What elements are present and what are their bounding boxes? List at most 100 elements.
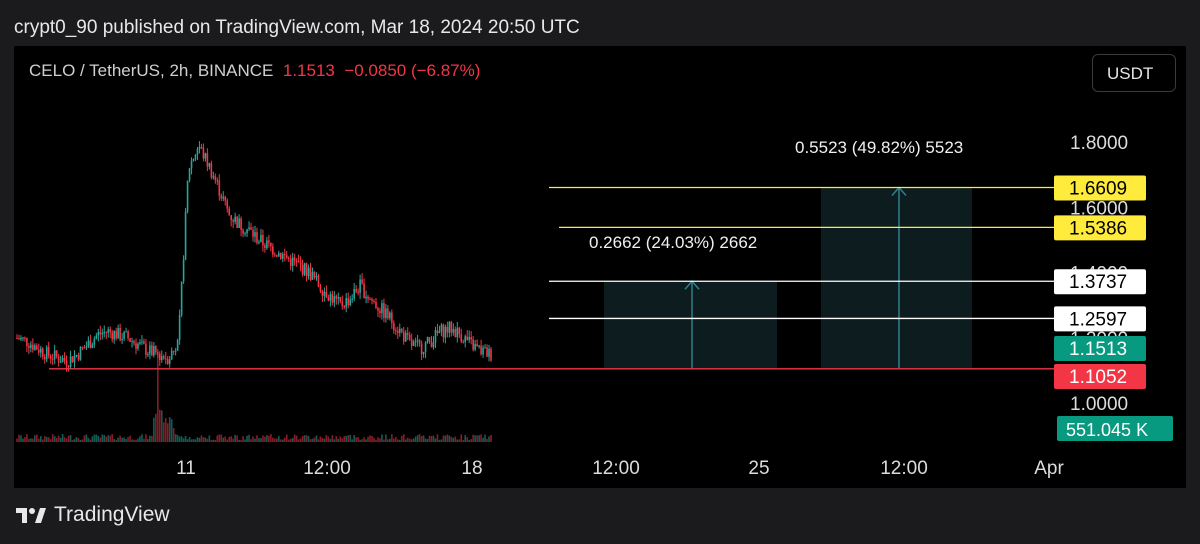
volume-bar: [323, 438, 326, 442]
volume-bar: [432, 435, 435, 442]
price-level-tag-bg: [1054, 306, 1146, 332]
candle-body: [135, 343, 137, 349]
candle-body: [393, 322, 395, 331]
candle-body: [41, 348, 44, 357]
candle-body: [129, 338, 131, 342]
volume-bar: [329, 438, 332, 442]
candle-body: [65, 360, 68, 366]
candle-body: [285, 255, 288, 258]
volume-bar: [168, 417, 171, 442]
volume-bar: [363, 437, 365, 442]
volume-bar: [327, 436, 330, 442]
price-level-tag-bg: [1054, 215, 1146, 241]
volume-bar: [341, 438, 344, 442]
candle-body: [79, 347, 82, 360]
volume-bar: [418, 434, 421, 442]
candle-body: [389, 312, 391, 319]
volume-bar: [311, 438, 314, 442]
volume-bar: [232, 438, 234, 442]
volume-bar: [373, 437, 375, 442]
volume-bar: [315, 435, 318, 442]
candle-body: [228, 208, 231, 216]
candle-body: [63, 357, 66, 361]
volume-bar: [357, 437, 359, 442]
last-price-tag: 1.1513: [1069, 339, 1127, 360]
volume-bar: [28, 438, 30, 442]
candle-body: [381, 303, 383, 314]
volume-bar: [309, 439, 312, 442]
volume-bar: [133, 439, 135, 442]
candle-body: [373, 300, 375, 302]
volume-bar: [129, 435, 131, 442]
volume-bar: [36, 434, 38, 442]
volume-bar: [147, 439, 149, 442]
candle-body: [212, 176, 215, 178]
candle-body: [375, 301, 377, 309]
candle-body: [317, 275, 320, 287]
volume-bar: [190, 439, 193, 442]
y-tick-label: 1.0000: [1070, 394, 1128, 415]
chart-panel[interactable]: CELO / TetherUS, 2h, BINANCE 1.1513 −0.0…: [14, 46, 1186, 488]
candle-body: [402, 331, 405, 342]
volume-bar: [224, 436, 227, 442]
volume-bar: [212, 439, 215, 442]
volume-bar: [109, 435, 112, 442]
volume-bar: [385, 434, 387, 442]
candle-body: [125, 331, 127, 333]
volume-bar: [462, 439, 465, 442]
candle-body: [291, 257, 294, 266]
volume-bar: [141, 434, 143, 442]
measure-box: [821, 187, 972, 369]
volume-bar: [34, 435, 36, 442]
candle-body: [329, 294, 332, 301]
candle-body: [428, 337, 431, 342]
volume-bar: [317, 439, 320, 442]
volume-bar: [466, 437, 469, 442]
candle-body: [391, 312, 393, 323]
candle-body: [55, 350, 58, 357]
candle-body: [95, 335, 98, 339]
volume-bar: [73, 439, 76, 442]
candle-body: [408, 334, 411, 340]
candle-body: [482, 347, 484, 355]
candle-body: [262, 235, 264, 246]
candle-body: [426, 337, 429, 343]
x-tick-label: 12:00: [592, 458, 640, 479]
candle-body: [351, 298, 353, 300]
candle-body: [410, 339, 413, 346]
volume-bar: [172, 428, 175, 442]
candle-body: [488, 348, 490, 357]
volume-bar: [246, 435, 248, 442]
volume-bar: [256, 435, 258, 442]
last-price-value: 1.1513: [282, 61, 335, 80]
price-chart[interactable]: 1.80001.60001.40001.20001.00001112:00181…: [14, 46, 1186, 488]
candle-body: [379, 310, 381, 314]
symbol-legend: CELO / TetherUS, 2h, BINANCE 1.1513 −0.0…: [29, 61, 480, 81]
volume-bar: [270, 434, 272, 442]
candle-body: [387, 308, 389, 319]
volume-bar: [351, 439, 353, 442]
last-price-tag-bg: [1054, 336, 1146, 361]
candle-body: [53, 350, 56, 360]
candle-body: [339, 297, 342, 302]
volume-bar: [216, 435, 219, 442]
candle-body: [22, 337, 24, 339]
volume-bar: [242, 436, 244, 442]
candle-body: [91, 344, 94, 348]
volume-bar: [416, 435, 419, 442]
tradingview-logo-icon: [16, 508, 46, 523]
currency-button[interactable]: USDT: [1092, 54, 1176, 92]
candle-body: [396, 330, 399, 333]
volume-bar: [266, 435, 268, 442]
candle-body: [307, 267, 310, 277]
candle-body: [160, 356, 163, 360]
volume-bar: [145, 434, 147, 442]
volume-bar: [305, 435, 308, 442]
volume-bar: [303, 435, 306, 442]
candle-body: [359, 279, 361, 293]
candle-body: [295, 260, 298, 262]
volume-bar: [125, 439, 127, 442]
candle-body: [395, 330, 397, 332]
candle-body: [414, 340, 417, 342]
candle-body: [133, 341, 135, 344]
